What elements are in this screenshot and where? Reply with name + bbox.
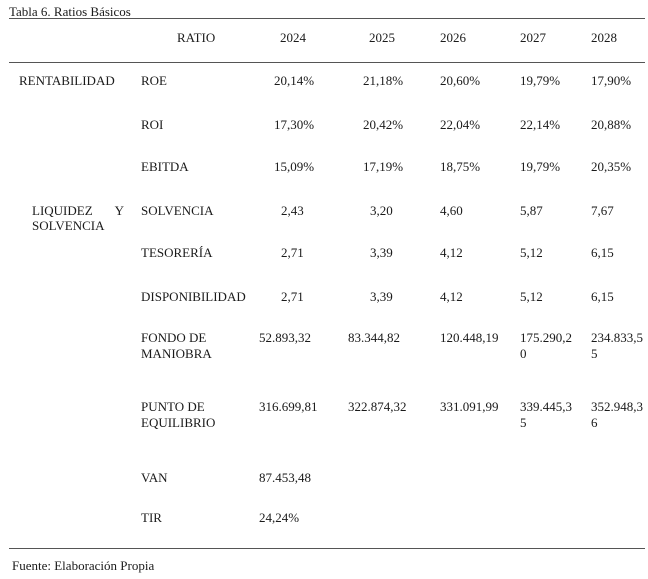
cell-roe-2024: 20,14% <box>274 73 315 88</box>
category-liquidez-solvencia: LIQUIDEZ Y SOLVENCIA <box>32 203 124 233</box>
cell-fondo-maniobra-2027-line1: 175.290,2 <box>520 330 572 345</box>
top-rule <box>9 18 645 19</box>
cell-punto-equilibrio-2028-line2: 6 <box>591 415 598 430</box>
header-rule <box>9 62 645 63</box>
cell-disponibilidad-2028: 6,15 <box>591 289 614 304</box>
cell-roi-2027: 22,14% <box>520 117 561 132</box>
category-rentabilidad: RENTABILIDAD <box>19 73 115 88</box>
ratio-name-roe: ROE <box>141 73 167 88</box>
cell-roe-2025: 21,18% <box>363 73 404 88</box>
category-liquidez-y: Y <box>114 203 124 218</box>
cell-tesoreria-2026: 4,12 <box>440 245 463 260</box>
cell-roi-2026: 22,04% <box>440 117 481 132</box>
cell-solvencia-2027: 5,87 <box>520 203 543 218</box>
cell-tesoreria-2028: 6,15 <box>591 245 614 260</box>
bottom-rule <box>9 548 645 549</box>
cell-tesoreria-2025: 3,39 <box>370 245 393 260</box>
cell-punto-equilibrio-2025: 322.874,32 <box>348 399 407 414</box>
header-ratio: RATIO <box>177 30 216 45</box>
ratio-name-fondo-maniobra-line2: MANIOBRA <box>141 346 212 361</box>
cell-punto-equilibrio-2026: 331.091,99 <box>440 399 499 414</box>
cell-punto-equilibrio-2027-line2: 5 <box>520 415 527 430</box>
ratio-name-van: VAN <box>141 470 168 485</box>
header-year-2028: 2028 <box>591 30 617 45</box>
cell-solvencia-2025: 3,20 <box>370 203 393 218</box>
ratio-name-solvencia: SOLVENCIA <box>141 203 214 218</box>
ratio-name-ebitda: EBITDA <box>141 159 189 174</box>
cell-ebitda-2027: 19,79% <box>520 159 561 174</box>
cell-fondo-maniobra-2026: 120.448,19 <box>440 330 499 345</box>
ratio-name-punto-equilibrio-line2: EQUILIBRIO <box>141 415 216 430</box>
category-liquidez-word: LIQUIDEZ <box>32 203 93 218</box>
cell-solvencia-2028: 7,67 <box>591 203 614 218</box>
cell-van-2024: 87.453,48 <box>259 470 311 485</box>
cell-fondo-maniobra-2025: 83.344,82 <box>348 330 400 345</box>
cell-disponibilidad-2026: 4,12 <box>440 289 463 304</box>
cell-roe-2027: 19,79% <box>520 73 561 88</box>
category-solvencia-word: SOLVENCIA <box>32 218 105 233</box>
cell-ebitda-2024: 15,09% <box>274 159 315 174</box>
cell-solvencia-2024: 2,43 <box>281 203 304 218</box>
cell-tesoreria-2024: 2,71 <box>281 245 304 260</box>
cell-disponibilidad-2024: 2,71 <box>281 289 304 304</box>
cell-tesoreria-2027: 5,12 <box>520 245 543 260</box>
cell-ebitda-2028: 20,35% <box>591 159 632 174</box>
header-year-2027: 2027 <box>520 30 546 45</box>
header-year-2025: 2025 <box>369 30 395 45</box>
table-source-footer: Fuente: Elaboración Propia <box>12 558 155 573</box>
header-year-2024: 2024 <box>280 30 306 45</box>
cell-fondo-maniobra-2027-line2: 0 <box>520 346 527 361</box>
ratio-name-fondo-maniobra-line1: FONDO DE <box>141 330 207 345</box>
ratio-name-roi: ROI <box>141 117 164 132</box>
cell-disponibilidad-2027: 5,12 <box>520 289 543 304</box>
cell-roe-2028: 17,90% <box>591 73 632 88</box>
cell-roi-2024: 17,30% <box>274 117 315 132</box>
cell-ebitda-2025: 17,19% <box>363 159 404 174</box>
cell-tir-2024: 24,24% <box>259 510 300 525</box>
ratio-name-punto-equilibrio-line1: PUNTO DE <box>141 399 205 414</box>
cell-fondo-maniobra-2024: 52.893,32 <box>259 330 311 345</box>
cell-punto-equilibrio-2027-line1: 339.445,3 <box>520 399 572 414</box>
header-year-2026: 2026 <box>440 30 466 45</box>
table-caption: Tabla 6. Ratios Básicos <box>9 4 131 19</box>
ratio-name-tesoreria: TESORERÍA <box>141 245 213 260</box>
cell-punto-equilibrio-2028-line1: 352.948,3 <box>591 399 643 414</box>
cell-solvencia-2026: 4,60 <box>440 203 463 218</box>
cell-punto-equilibrio-2024: 316.699,81 <box>259 399 318 414</box>
cell-disponibilidad-2025: 3,39 <box>370 289 393 304</box>
ratio-name-tir: TIR <box>141 510 162 525</box>
cell-roi-2025: 20,42% <box>363 117 404 132</box>
cell-ebitda-2026: 18,75% <box>440 159 481 174</box>
ratio-name-disponibilidad: DISPONIBILIDAD <box>141 289 246 304</box>
cell-roi-2028: 20,88% <box>591 117 632 132</box>
cell-roe-2026: 20,60% <box>440 73 481 88</box>
cell-fondo-maniobra-2028-line2: 5 <box>591 346 598 361</box>
cell-fondo-maniobra-2028-line1: 234.833,5 <box>591 330 643 345</box>
